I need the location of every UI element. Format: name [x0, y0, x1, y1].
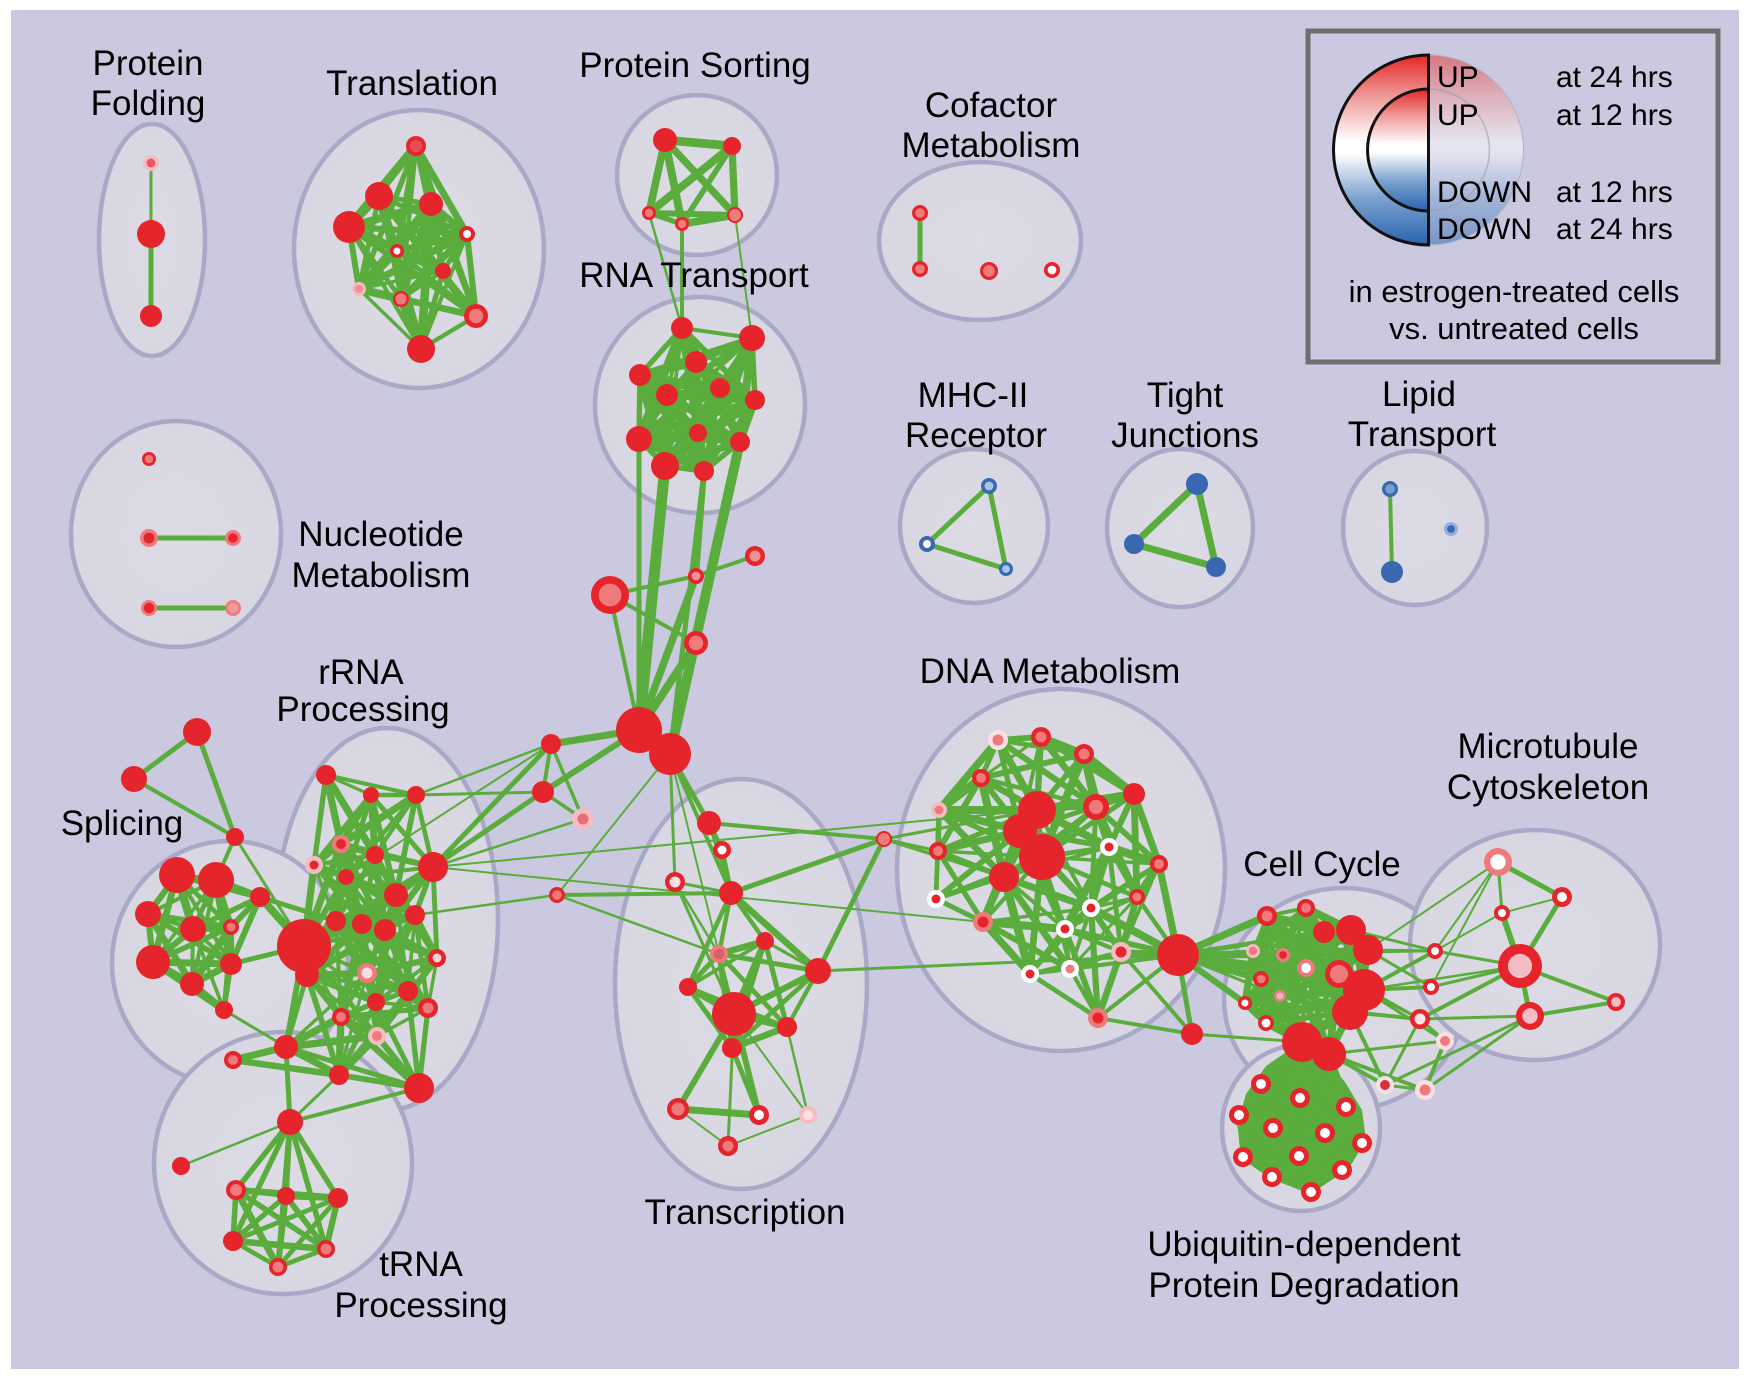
svg-text:Microtubule: Microtubule — [1458, 727, 1639, 766]
svg-text:Transcription: Transcription — [645, 1193, 846, 1232]
svg-text:in estrogen-treated cells: in estrogen-treated cells — [1349, 274, 1680, 309]
svg-text:Translation: Translation — [326, 64, 498, 103]
svg-text:Nucleotide: Nucleotide — [298, 515, 463, 554]
svg-text:DNA Metabolism: DNA Metabolism — [920, 652, 1181, 691]
svg-text:UP: UP — [1437, 99, 1479, 132]
svg-text:Protein Sorting: Protein Sorting — [579, 46, 811, 85]
svg-text:Metabolism: Metabolism — [902, 126, 1081, 165]
svg-text:MHC-II: MHC-II — [918, 376, 1029, 415]
svg-text:Receptor: Receptor — [905, 416, 1047, 455]
svg-text:UP: UP — [1437, 61, 1479, 94]
svg-text:at 12 hrs: at 12 hrs — [1556, 99, 1673, 132]
svg-text:Folding: Folding — [91, 84, 206, 123]
svg-text:Transport: Transport — [1348, 415, 1497, 454]
svg-text:vs. untreated cells: vs. untreated cells — [1389, 311, 1639, 346]
svg-text:Junctions: Junctions — [1111, 416, 1259, 455]
svg-text:tRNA: tRNA — [379, 1245, 463, 1284]
svg-text:at 24 hrs: at 24 hrs — [1556, 61, 1673, 94]
svg-text:Metabolism: Metabolism — [292, 556, 471, 595]
svg-text:Protein Degradation: Protein Degradation — [1148, 1266, 1459, 1305]
svg-text:Lipid: Lipid — [1382, 375, 1456, 414]
svg-text:Processing: Processing — [276, 690, 449, 729]
svg-text:Cofactor: Cofactor — [925, 86, 1058, 125]
svg-text:Protein: Protein — [93, 44, 204, 83]
svg-text:Processing: Processing — [334, 1286, 507, 1325]
svg-text:Cytoskeleton: Cytoskeleton — [1447, 768, 1649, 807]
svg-text:Ubiquitin-dependent: Ubiquitin-dependent — [1147, 1225, 1461, 1264]
svg-text:Cell Cycle: Cell Cycle — [1243, 845, 1401, 884]
svg-text:DOWN: DOWN — [1437, 176, 1532, 209]
svg-text:rRNA: rRNA — [318, 653, 404, 692]
svg-text:Tight: Tight — [1147, 376, 1224, 415]
svg-text:Splicing: Splicing — [61, 804, 184, 843]
svg-text:at 12 hrs: at 12 hrs — [1556, 176, 1673, 209]
svg-text:RNA Transport: RNA Transport — [579, 256, 809, 295]
svg-text:at 24 hrs: at 24 hrs — [1556, 213, 1673, 246]
svg-text:DOWN: DOWN — [1437, 213, 1532, 246]
